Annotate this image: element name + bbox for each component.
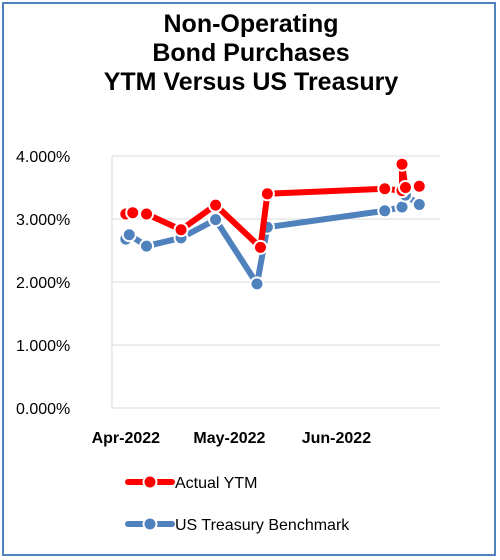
data-point[interactable] [411,197,427,213]
data-point[interactable] [394,199,410,215]
chart-title: Non-Operating Bond Purchases YTM Versus … [4,10,498,97]
chart-title-line-2: Bond Purchases [152,39,350,67]
series-us-treasury-benchmark [118,187,427,292]
data-point[interactable] [139,206,155,222]
data-point[interactable] [394,156,410,172]
data-series [118,156,427,292]
legend-swatch-marker [142,474,158,490]
legend-item: US Treasury Benchmark [125,516,350,534]
data-point[interactable] [259,186,275,202]
legend-swatch-marker [142,516,158,532]
grid-lines [112,155,440,346]
x-tick-label: May-2022 [193,430,265,447]
y-tick-label: 4.000% [16,149,70,166]
series-actual-ytm [118,156,427,255]
axes [111,156,440,409]
series-line [122,161,423,251]
chart-title-line-1: Non-Operating [163,10,339,38]
chart-frame: Non-Operating Bond Purchases YTM Versus … [2,2,496,556]
legend-label: Actual YTM [175,475,257,492]
y-tick-label: 3.000% [16,212,70,229]
x-tick-label: Apr-2022 [92,430,161,447]
data-point[interactable] [121,227,137,243]
data-point[interactable] [249,276,265,292]
series-line [122,192,423,287]
data-point[interactable] [173,222,189,238]
data-point[interactable] [397,180,413,195]
x-tick-label: Jun-2022 [302,430,371,447]
x-tick-labels: Apr-2022 May-2022 Jun-2022 [92,430,372,447]
legend-item: Actual YTM [125,474,257,492]
legend: Actual YTM US Treasury Benchmark [125,474,350,534]
data-point[interactable] [252,239,268,255]
y-tick-label: 0.000% [16,401,70,418]
y-tick-label: 1.000% [16,338,70,355]
data-point[interactable] [208,212,224,228]
y-tick-labels: 0.000% 1.000% 2.000% 3.000% 4.000% [16,149,70,418]
y-tick-label: 2.000% [16,275,70,292]
data-point[interactable] [377,181,393,197]
data-point[interactable] [139,238,155,254]
data-point[interactable] [125,205,141,221]
data-point[interactable] [377,203,393,219]
legend-label: US Treasury Benchmark [175,517,350,534]
chart-title-line-3: YTM Versus US Treasury [103,68,399,96]
data-point[interactable] [411,178,427,194]
data-point[interactable] [208,197,224,213]
